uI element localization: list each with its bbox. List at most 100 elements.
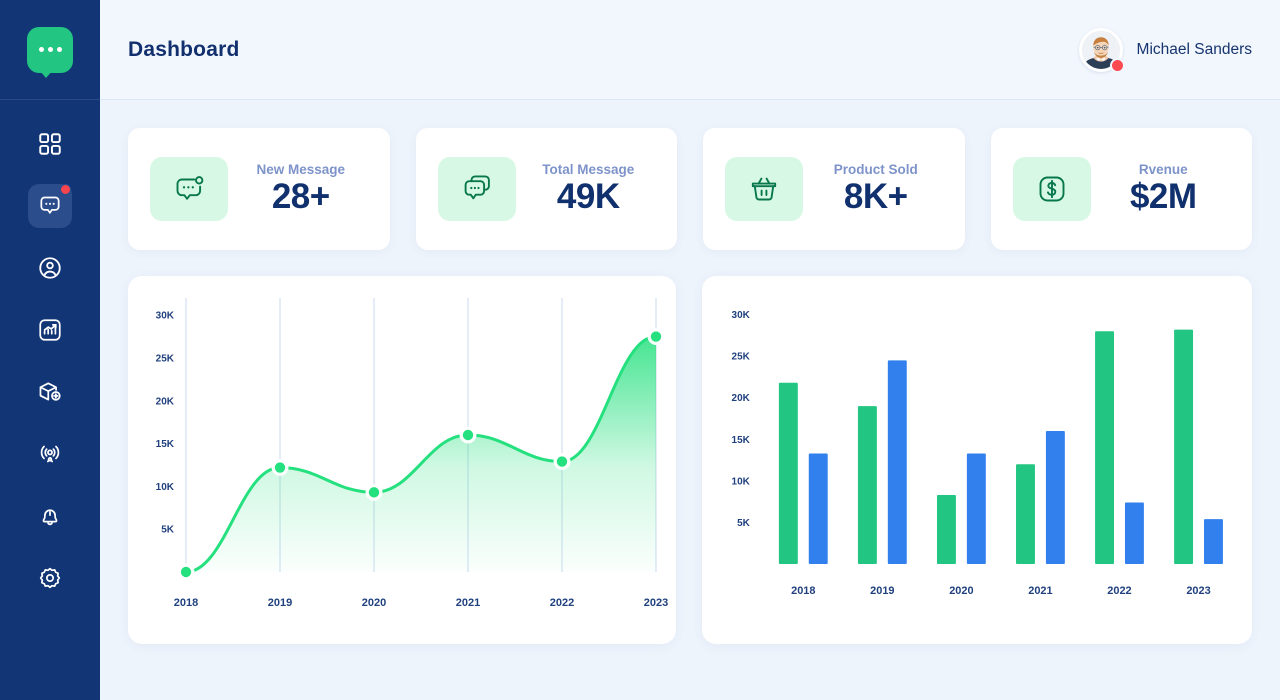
y-tick-25K: 25K bbox=[732, 352, 751, 363]
y-tick-10K: 10K bbox=[732, 476, 751, 487]
content-area: New Message 28+ bbox=[100, 100, 1280, 700]
x-tick-2020: 2020 bbox=[949, 585, 973, 597]
x-tick-2021: 2021 bbox=[1028, 585, 1052, 597]
stat-text: Product Sold 8K+ bbox=[803, 162, 943, 216]
bar-2019-blue-series bbox=[887, 360, 907, 564]
bar-2018-blue-series bbox=[808, 453, 828, 564]
line-x-ticks: 2018 2019 2020 2021 2022 2023 bbox=[174, 597, 668, 609]
bar-2020-blue-series bbox=[966, 453, 986, 564]
sidebar-nav bbox=[0, 122, 100, 600]
bar-2022-blue-series bbox=[1124, 502, 1144, 564]
stat-text: Rvenue $2M bbox=[1091, 162, 1231, 216]
bar-2020-green-series bbox=[936, 495, 956, 564]
page-title: Dashboard bbox=[128, 37, 240, 61]
stat-card-product-sold[interactable]: Product Sold 8K+ bbox=[703, 128, 965, 250]
bar-2021-green-series bbox=[1016, 464, 1035, 564]
chat-dots-logo-icon bbox=[27, 26, 73, 78]
data-point-2021 bbox=[462, 429, 474, 441]
bar-2023-green-series bbox=[1174, 329, 1194, 564]
data-point-2019 bbox=[274, 462, 286, 473]
user-menu[interactable]: Michael Sanders bbox=[1078, 27, 1252, 73]
sidebar-item-settings[interactable] bbox=[28, 556, 72, 600]
y-tick-30K: 30K bbox=[156, 311, 175, 322]
gear-icon bbox=[37, 565, 63, 591]
sidebar bbox=[0, 0, 100, 700]
bell-icon bbox=[37, 503, 63, 529]
stat-label: Total Message bbox=[542, 162, 635, 178]
x-tick-2020: 2020 bbox=[362, 597, 386, 609]
user-name: Michael Sanders bbox=[1136, 40, 1252, 58]
status-badge bbox=[1109, 57, 1125, 73]
chat-icon bbox=[37, 193, 63, 219]
bar-2023-blue-series bbox=[1204, 519, 1223, 564]
x-tick-2019: 2019 bbox=[268, 597, 292, 609]
stat-value: $2M bbox=[1129, 177, 1197, 217]
line-y-ticks: 5K 10K 15K 20K 25K 30K bbox=[156, 311, 175, 536]
unread-badge bbox=[60, 184, 71, 195]
x-tick-2023: 2023 bbox=[644, 597, 668, 609]
stat-card-new-message[interactable]: New Message 28+ bbox=[128, 128, 390, 250]
sidebar-item-broadcast[interactable] bbox=[28, 432, 72, 476]
sidebar-item-dashboard[interactable] bbox=[28, 122, 72, 166]
data-point-2018 bbox=[180, 566, 192, 578]
grid-icon bbox=[37, 131, 63, 157]
x-tick-2021: 2021 bbox=[456, 597, 480, 609]
y-tick-15K: 15K bbox=[156, 439, 175, 450]
chat-bubbles-stacked-icon bbox=[437, 157, 516, 221]
sidebar-item-analytics[interactable] bbox=[28, 308, 72, 352]
sidebar-item-products[interactable] bbox=[28, 370, 72, 414]
data-point-2020 bbox=[368, 487, 380, 498]
x-tick-2022: 2022 bbox=[550, 597, 574, 609]
stat-text: Total Message 49K bbox=[516, 162, 656, 216]
chart-growth-icon bbox=[37, 317, 63, 343]
bar-x-ticks: 2018 2019 2020 2021 2022 2023 bbox=[791, 585, 1211, 597]
main-area: Dashboard bbox=[100, 0, 1280, 700]
data-point-2023 bbox=[650, 331, 662, 342]
line-chart-panel: 5K 10K 15K 20K 25K 30K 2018 2019 2020 2021 2022 20… bbox=[128, 276, 676, 644]
stat-value: 49K bbox=[556, 177, 620, 217]
avatar-wrapper[interactable] bbox=[1078, 27, 1125, 73]
x-tick-2018: 2018 bbox=[174, 597, 198, 609]
bar-2019-green-series bbox=[857, 406, 877, 564]
x-tick-2019: 2019 bbox=[870, 585, 894, 597]
y-tick-10K: 10K bbox=[156, 482, 175, 493]
line-points[interactable] bbox=[177, 328, 665, 581]
sidebar-item-profile[interactable] bbox=[28, 246, 72, 290]
line-area-fill bbox=[186, 336, 656, 572]
top-bar: Dashboard bbox=[100, 0, 1280, 100]
y-tick-5K: 5K bbox=[737, 518, 751, 529]
y-tick-15K: 15K bbox=[732, 435, 751, 446]
x-tick-2018: 2018 bbox=[791, 585, 815, 597]
bar-2018-green-series bbox=[778, 382, 798, 564]
shopping-basket-icon bbox=[725, 157, 803, 221]
y-tick-20K: 20K bbox=[156, 396, 175, 407]
stat-label: Product Sold bbox=[833, 162, 918, 178]
bar-bars[interactable] bbox=[778, 329, 1223, 564]
box-add-icon bbox=[37, 379, 63, 405]
y-tick-25K: 25K bbox=[156, 353, 175, 364]
stat-value: 8K+ bbox=[843, 177, 908, 217]
x-tick-2022: 2022 bbox=[1107, 585, 1131, 597]
chat-bubble-notification-icon bbox=[150, 157, 228, 221]
stat-value: 28+ bbox=[271, 177, 330, 217]
app-logo[interactable] bbox=[0, 0, 100, 100]
data-point-2022 bbox=[556, 456, 568, 467]
stat-card-total-message[interactable]: Total Message 49K bbox=[415, 128, 677, 250]
stat-text: New Message 28+ bbox=[228, 162, 368, 216]
x-tick-2023: 2023 bbox=[1186, 585, 1210, 597]
sidebar-item-messages[interactable] bbox=[28, 184, 72, 228]
stat-card-revenue[interactable]: Rvenue $2M bbox=[990, 128, 1252, 250]
bar-chart-panel: 5K 10K 15K 20K 25K 30K 2018 2019 2020 2021 2022 20… bbox=[702, 276, 1252, 644]
y-tick-30K: 30K bbox=[732, 310, 751, 321]
stat-label: Rvenue bbox=[1138, 162, 1188, 178]
dollar-square-icon bbox=[1012, 157, 1091, 221]
line-series-path bbox=[184, 335, 658, 574]
stat-label: New Message bbox=[256, 162, 346, 178]
sidebar-item-notifications[interactable] bbox=[28, 494, 72, 538]
bar-2021-blue-series bbox=[1045, 431, 1065, 564]
bar-y-ticks: 5K 10K 15K 20K 25K 30K bbox=[732, 310, 751, 529]
stat-cards: New Message 28+ bbox=[128, 128, 1252, 250]
